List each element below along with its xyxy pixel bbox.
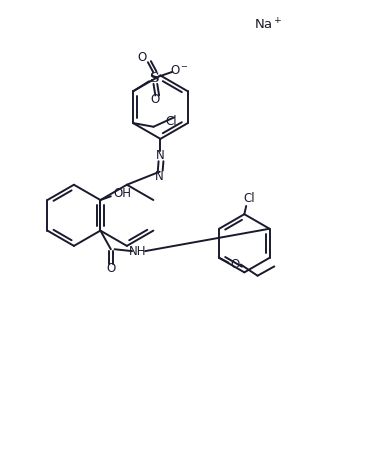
Text: N: N xyxy=(156,149,165,162)
Text: O: O xyxy=(106,262,116,275)
Text: S: S xyxy=(149,72,158,85)
Text: O: O xyxy=(230,258,239,271)
Text: O: O xyxy=(138,51,147,64)
Text: O: O xyxy=(151,93,160,106)
Text: O$^-$: O$^-$ xyxy=(170,64,189,77)
Text: NH: NH xyxy=(129,245,146,258)
Text: Cl: Cl xyxy=(165,115,177,128)
Text: Na$^+$: Na$^+$ xyxy=(254,18,283,33)
Text: Cl: Cl xyxy=(243,192,255,205)
Text: N: N xyxy=(155,170,164,183)
Text: OH: OH xyxy=(113,187,131,200)
